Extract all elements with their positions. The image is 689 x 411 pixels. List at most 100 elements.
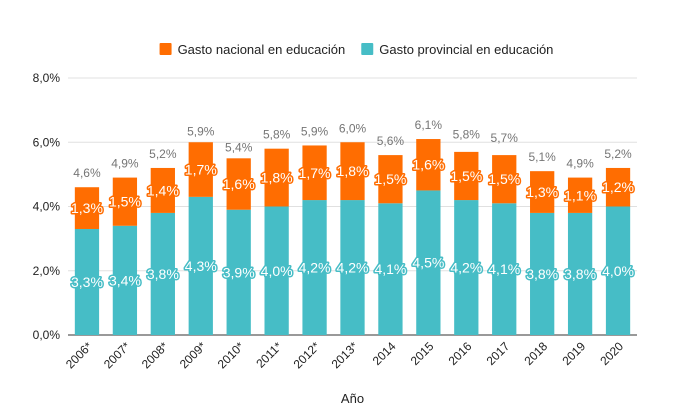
- provincial-value-label: 4,3%: [185, 258, 217, 274]
- total-value-label: 5,4%: [225, 141, 253, 155]
- bar-provincial: [530, 212, 555, 335]
- bar-nacional: [264, 148, 289, 207]
- total-value-label: 5,8%: [453, 128, 481, 142]
- provincial-value-label: 4,1%: [374, 261, 406, 277]
- x-tick-label: 2008*: [139, 339, 171, 371]
- x-tick-label: 2014: [370, 339, 399, 368]
- provincial-value-label: 4,1%: [488, 261, 520, 277]
- legend-label: Gasto provincial en educación: [379, 42, 553, 57]
- nacional-value-label: 1,8%: [261, 170, 293, 186]
- x-tick-label: 2011*: [253, 339, 285, 371]
- bar-nacional: [416, 139, 441, 191]
- bar-provincial: [74, 228, 100, 335]
- bar-nacional: [188, 142, 213, 197]
- x-tick-label: 2018: [522, 339, 551, 368]
- provincial-value-label: 3,8%: [564, 266, 596, 282]
- x-axis-title: Año: [341, 391, 364, 406]
- bar-nacional: [605, 167, 631, 207]
- bar-nacional: [530, 171, 555, 213]
- nacional-value-label: 1,6%: [412, 157, 444, 173]
- total-value-label: 5,9%: [187, 124, 215, 138]
- y-axis: 0,0% 2,0% 4,0% 6,0% 8,0%: [33, 71, 61, 342]
- nacional-value-label: 1,5%: [450, 168, 482, 184]
- total-value-label: 5,9%: [301, 124, 329, 138]
- y-tick-label: 2,0%: [33, 264, 61, 278]
- nacional-value-label: 1,7%: [185, 162, 217, 178]
- bar-nacional: [340, 142, 365, 201]
- bar-nacional: [567, 177, 593, 213]
- legend-item: Gasto provincial en educación: [361, 42, 553, 57]
- total-value-label: 5,1%: [528, 150, 556, 164]
- bar-provincial: [340, 200, 365, 335]
- bar-nacional: [302, 145, 327, 201]
- provincial-value-label: 4,5%: [412, 255, 444, 271]
- bar-provincial: [378, 203, 403, 335]
- nacional-value-label: 1,3%: [526, 184, 558, 200]
- bar-nacional: [150, 167, 175, 213]
- bar-provincial: [492, 203, 517, 335]
- nacional-value-label: 1,3%: [71, 200, 103, 216]
- provincial-value-label: 4,2%: [337, 260, 369, 276]
- bar-provincial: [226, 209, 251, 335]
- provincial-value-label: 3,3%: [71, 274, 103, 290]
- x-tick-label: 2015: [408, 339, 437, 368]
- nacional-value-label: 1,5%: [488, 171, 520, 187]
- x-tick-label: 2017: [484, 339, 513, 368]
- provincial-value-label: 3,8%: [147, 266, 179, 282]
- provincial-value-label: 4,0%: [261, 263, 293, 279]
- nacional-value-label: 1,5%: [109, 194, 141, 210]
- bar-provincial: [567, 212, 593, 335]
- nacional-value-label: 1,2%: [602, 179, 634, 195]
- bars: [74, 139, 631, 335]
- legend: Gasto nacional en educación Gasto provinc…: [159, 42, 553, 57]
- y-tick-label: 4,0%: [33, 200, 61, 214]
- nacional-value-label: 1,6%: [223, 176, 255, 192]
- bar-provincial: [454, 200, 479, 335]
- nacional-value-label: 1,7%: [299, 165, 331, 181]
- provincial-value-label: 3,4%: [109, 272, 141, 288]
- legend-label: Gasto nacional en educación: [178, 42, 346, 57]
- x-tick-label: 2019: [559, 339, 588, 368]
- legend-swatch: [159, 43, 172, 55]
- bar-provincial: [605, 206, 631, 335]
- x-tick-label: 2020: [597, 339, 626, 368]
- x-tick-label: 2009*: [177, 339, 209, 371]
- legend-swatch: [361, 43, 374, 55]
- x-tick-label: 2007*: [101, 339, 133, 371]
- bar-provincial: [150, 212, 175, 335]
- total-value-label: 4,9%: [111, 157, 139, 171]
- x-tick-label: 2006*: [63, 339, 95, 371]
- total-value-label: 6,0%: [339, 121, 367, 135]
- bar-nacional: [226, 158, 251, 210]
- nacional-value-label: 1,4%: [147, 182, 179, 198]
- bar-provincial: [302, 200, 327, 335]
- total-value-label: 5,2%: [149, 147, 177, 161]
- total-value-label: 4,6%: [73, 166, 101, 180]
- total-value-label: 5,8%: [263, 128, 291, 142]
- provincial-value-label: 3,8%: [526, 266, 558, 282]
- nacional-value-label: 1,1%: [564, 187, 596, 203]
- total-value-label: 4,9%: [566, 157, 594, 171]
- bar-nacional: [454, 151, 479, 201]
- x-tick-label: 2013*: [329, 339, 361, 371]
- bar-provincial: [112, 225, 138, 335]
- provincial-value-label: 4,2%: [450, 260, 482, 276]
- total-value-label: 5,7%: [491, 131, 519, 145]
- x-axis: 2006* 2007* 2008* 2009* 2010* 2011* 2012* 2013*…: [63, 339, 626, 371]
- total-value-label: 6,1%: [415, 118, 443, 132]
- total-value-label: 5,6%: [377, 134, 405, 148]
- provincial-value-label: 4,0%: [602, 263, 634, 279]
- bar-provincial: [416, 190, 441, 335]
- provincial-value-label: 4,2%: [299, 260, 331, 276]
- y-tick-label: 0,0%: [33, 328, 61, 342]
- bar-provincial: [264, 206, 289, 335]
- data-labels: 3,3% 1,3% 4,6% 3,4% 1,5% 4,9% 3,8% 1,4% 5,2% 4,3%…: [70, 118, 636, 291]
- x-tick-label: 2010*: [215, 339, 247, 371]
- bar-nacional: [112, 177, 138, 226]
- x-tick-label: 2012*: [291, 339, 323, 371]
- bar-nacional: [74, 187, 100, 229]
- bar-nacional: [378, 155, 403, 204]
- bar-nacional: [492, 155, 517, 204]
- nacional-value-label: 1,8%: [337, 163, 369, 179]
